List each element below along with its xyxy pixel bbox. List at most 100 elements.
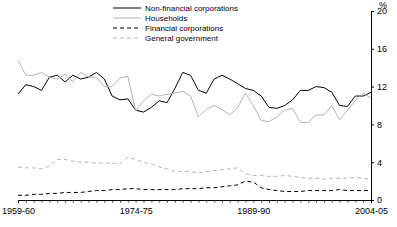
x-tick-mark [316,200,317,203]
x-tick: 2004-05 [355,200,388,216]
x-tick-mark [73,200,74,203]
x-tick-mark [206,200,207,203]
x-tick [65,200,66,203]
y-tick: 4 [371,158,382,168]
lines [18,60,371,195]
x-tick-mark [261,200,262,203]
x-tick-mark [238,200,239,203]
x-tick-mark [340,200,341,203]
y-axis-title: % [379,0,387,10]
x-tick [144,200,145,203]
y-tick-mark [371,11,374,12]
legend-label: Households [145,14,187,23]
x-tick-mark [136,200,137,203]
x-tick-mark [96,200,97,203]
x-tick-mark [144,200,145,203]
x-tick-mark [89,200,90,203]
y-tick: 8 [371,120,382,130]
x-tick: 1974-75 [120,200,153,216]
x-tick [34,200,35,203]
y-tick: 0 [371,195,382,205]
x-tick-mark [57,200,58,203]
legend-label: Financial corporations [145,24,223,33]
x-tick [245,200,246,203]
x-tick-mark [347,200,348,203]
x-tick [191,200,192,203]
x-tick [261,200,262,203]
x-tick-mark [34,200,35,203]
x-tick [238,200,239,203]
x-tick-mark [285,200,286,203]
x-tick [26,200,27,203]
y-axis-line [372,12,375,201]
y-tick-label: 16 [377,44,387,54]
y-tick-mark [371,87,374,88]
x-tick-mark [42,200,43,203]
x-tick-label: 1989-90 [237,206,270,216]
x-tick-mark [159,200,160,203]
x-tick [285,200,286,203]
x-tick-mark [198,200,199,203]
x-tick [269,200,270,203]
x-tick [49,200,50,203]
x-tick-mark [151,200,152,203]
legend-swatch [113,28,141,29]
x-tick [300,200,301,203]
legend-label: General government [145,34,219,43]
x-tick-mark [104,200,105,203]
series-line [18,157,371,179]
x-tick-mark [293,200,294,203]
x-tick-mark [81,200,82,203]
legend: Non-financial corporationsHouseholdsFina… [113,4,238,43]
x-tick [159,200,160,203]
x-tick-mark [308,200,309,203]
x-tick [198,200,199,203]
x-tick [120,200,121,203]
x-tick-mark [324,200,325,203]
x-tick [112,200,113,203]
x-tick [316,200,317,203]
x-tick-mark [183,200,184,203]
x-tick [167,200,168,203]
x-tick-mark [65,200,66,203]
x-axis-line [19,201,372,204]
y-tick-label: 4 [377,158,382,168]
x-tick [332,200,333,203]
x-tick-mark [175,200,176,203]
x-tick [347,200,348,203]
y-tick: 12 [371,82,387,92]
x-tick [175,200,176,203]
x-tick-mark [49,200,50,203]
x-tick [277,200,278,203]
y-axis: 048121620 [371,6,387,205]
legend-swatch [113,8,141,9]
x-tick-mark [230,200,231,203]
x-tick-mark [300,200,301,203]
x-tick-label: 1974-75 [120,206,153,216]
x-tick [104,200,105,203]
x-tick-mark [332,200,333,203]
x-tick [324,200,325,203]
legend-swatch [113,38,141,39]
y-tick-mark [371,49,374,50]
x-tick [222,200,223,203]
x-tick [214,200,215,203]
x-tick [89,200,90,203]
x-tick-mark [18,200,19,203]
x-tick-label: 2004-05 [355,206,388,216]
x-tick [206,200,207,203]
x-tick [81,200,82,203]
x-tick-mark [269,200,270,203]
x-tick-mark [277,200,278,203]
chart: 1959-601974-751989-902004-05048121620%No… [0,0,397,227]
x-tick [183,200,184,203]
x-tick-mark [26,200,27,203]
legend-swatch [113,18,141,19]
x-tick [355,200,356,203]
x-tick [57,200,58,203]
x-tick [363,200,364,203]
x-tick [230,200,231,203]
x-tick [293,200,294,203]
x-tick-mark [355,200,356,203]
y-tick-mark [371,124,374,125]
